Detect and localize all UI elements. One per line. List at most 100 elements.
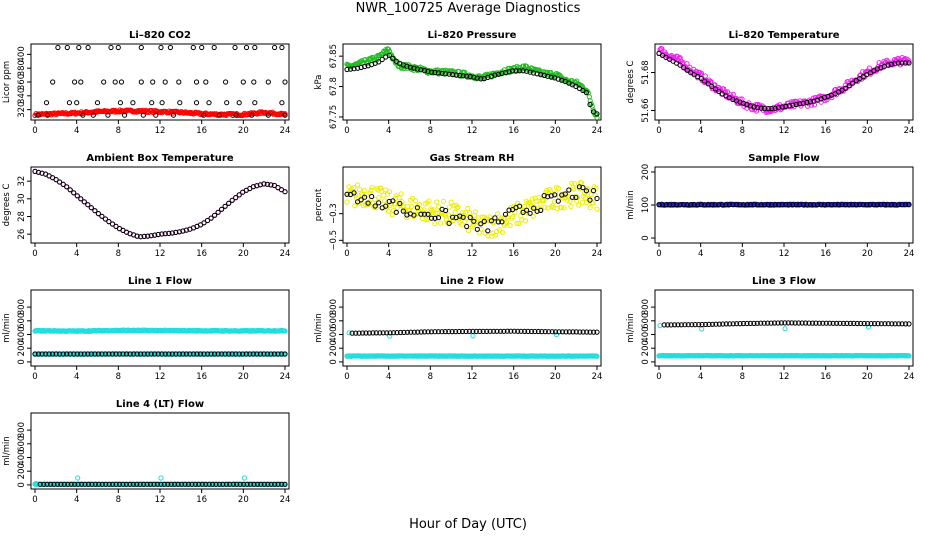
panel-title: Gas Stream RH xyxy=(430,153,515,164)
data-point xyxy=(268,182,274,188)
data-point xyxy=(382,198,388,204)
data-point xyxy=(684,202,690,208)
data-point xyxy=(387,333,393,339)
data-point xyxy=(516,68,523,74)
data-point xyxy=(230,481,236,487)
data-point xyxy=(94,100,101,106)
data-point xyxy=(583,90,590,96)
y-tick-label: 67.75 xyxy=(329,105,339,129)
data-point xyxy=(234,481,240,487)
data-point xyxy=(471,218,477,224)
x-tick-label: 16 xyxy=(196,249,207,259)
data-point xyxy=(383,203,389,209)
data-point xyxy=(530,213,536,219)
data-point xyxy=(44,481,50,487)
data-point xyxy=(559,329,566,335)
data-point xyxy=(138,79,144,85)
data-point xyxy=(449,329,455,335)
x-tick-label: 12 xyxy=(779,126,790,136)
data-point xyxy=(494,328,500,334)
data-point xyxy=(138,234,144,240)
data-point xyxy=(702,202,708,208)
data-point xyxy=(495,71,501,77)
panel-title: Line 2 Flow xyxy=(440,276,504,287)
data-point xyxy=(499,219,505,225)
data-point xyxy=(709,83,715,89)
data-point xyxy=(261,351,267,357)
data-point xyxy=(499,229,505,235)
data-point xyxy=(282,79,288,85)
data-layer xyxy=(32,168,288,240)
data-point xyxy=(524,207,530,213)
data-point xyxy=(452,209,458,215)
data-point xyxy=(463,328,469,335)
data-point xyxy=(366,330,372,336)
data-point xyxy=(699,321,705,328)
data-layer xyxy=(32,44,288,119)
data-point xyxy=(250,351,256,357)
y-tick-label: 100 xyxy=(641,197,651,213)
data-point xyxy=(78,351,84,357)
data-point xyxy=(102,216,109,222)
y-axis-label: ml/min xyxy=(626,313,636,343)
x-tick-label: 12 xyxy=(467,249,478,259)
series-2 xyxy=(55,44,285,51)
x-tick-label: 4 xyxy=(698,249,703,259)
data-point xyxy=(252,44,258,51)
data-point xyxy=(432,329,438,335)
data-point xyxy=(82,481,88,487)
data-point xyxy=(378,185,384,191)
data-point xyxy=(88,205,94,211)
data-point xyxy=(779,104,785,110)
data-point xyxy=(454,205,460,211)
data-point xyxy=(555,185,562,191)
data-point xyxy=(762,106,768,112)
data-point xyxy=(594,115,600,120)
x-tick-label: 4 xyxy=(698,126,703,136)
data-point xyxy=(587,329,593,335)
data-point xyxy=(74,351,80,357)
data-point xyxy=(168,481,174,487)
data-point xyxy=(161,481,167,487)
data-point xyxy=(587,101,593,108)
data-point xyxy=(786,103,792,109)
data-point xyxy=(769,106,775,112)
data-point xyxy=(182,481,188,487)
data-point xyxy=(268,481,274,487)
data-point xyxy=(175,481,181,487)
data-point xyxy=(684,61,690,67)
data-point xyxy=(705,202,711,208)
data-point xyxy=(772,105,778,111)
data-point xyxy=(853,202,859,208)
data-point xyxy=(453,329,459,335)
data-point xyxy=(744,202,750,208)
data-point xyxy=(404,215,410,221)
data-point xyxy=(81,199,87,205)
data-point xyxy=(834,320,840,326)
data-point xyxy=(492,72,498,78)
y-tick-label: 800 xyxy=(17,299,27,315)
data-point xyxy=(187,351,193,357)
x-tick-label: 12 xyxy=(155,372,166,382)
data-point xyxy=(127,481,133,487)
data-point xyxy=(210,481,216,487)
data-point xyxy=(906,58,912,64)
data-point xyxy=(264,181,270,187)
data-point xyxy=(361,187,367,193)
data-point xyxy=(698,202,704,208)
data-point xyxy=(577,329,583,335)
panel-title: Line 3 Flow xyxy=(752,276,816,287)
data-point xyxy=(457,72,463,79)
data-point xyxy=(573,194,579,201)
data-point xyxy=(233,112,239,118)
data-point xyxy=(896,321,902,327)
data-point xyxy=(470,221,476,227)
data-point xyxy=(509,68,516,74)
data-point xyxy=(737,321,743,327)
data-point xyxy=(677,62,683,68)
data-point xyxy=(594,111,600,117)
data-point xyxy=(165,481,171,487)
x-tick-label: 0 xyxy=(344,249,349,259)
data-point xyxy=(737,202,743,208)
data-point xyxy=(422,329,428,335)
